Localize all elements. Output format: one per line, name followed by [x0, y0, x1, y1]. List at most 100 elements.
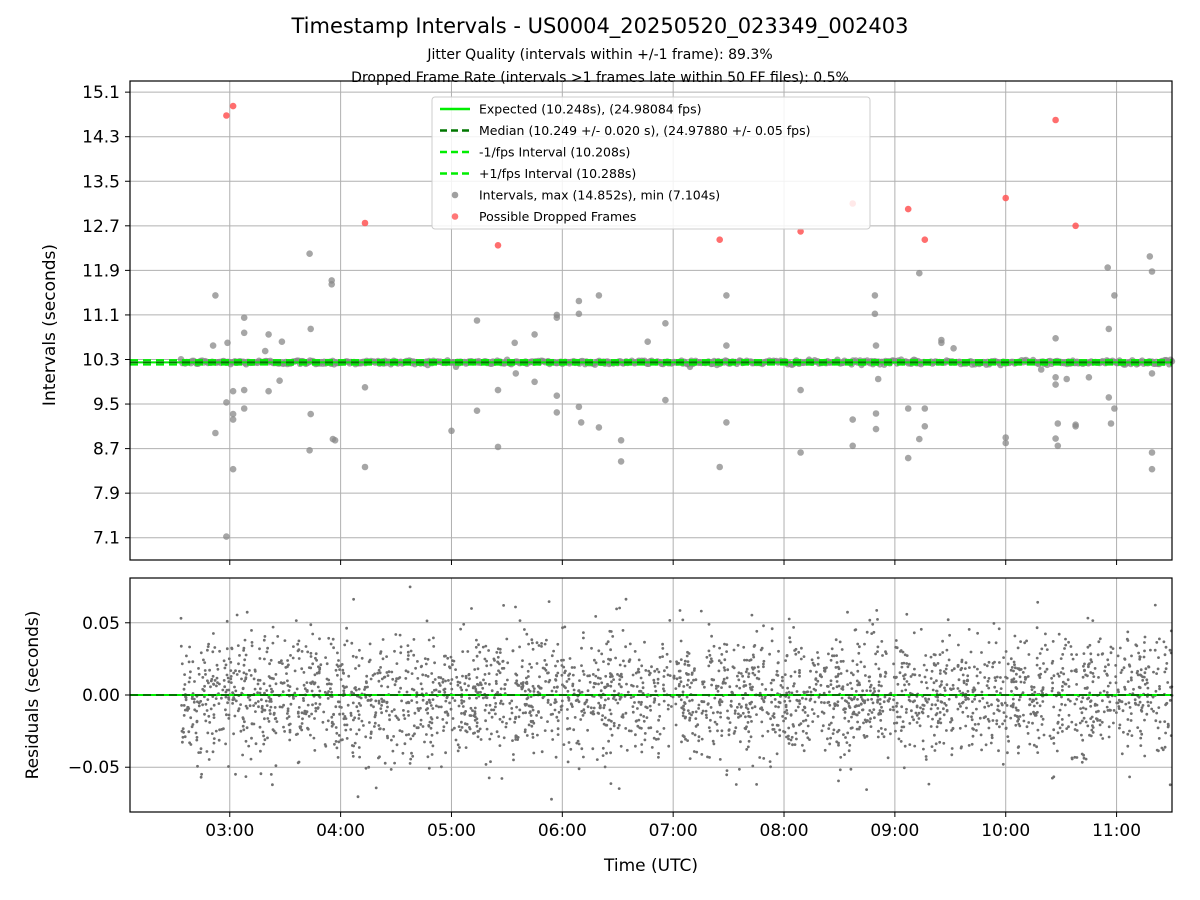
- residual-point: [306, 650, 310, 654]
- legend-intervals-label: Intervals, max (14.852s), min (7.104s): [479, 188, 720, 203]
- residual-point: [268, 662, 271, 666]
- residual-point: [1007, 739, 1010, 743]
- residual-point: [766, 729, 770, 733]
- residual-point: [1162, 640, 1166, 644]
- residual-point: [364, 695, 368, 699]
- residual-point: [910, 709, 913, 713]
- residual-point: [617, 787, 621, 790]
- interval-outlier-point: [224, 339, 231, 347]
- residual-point: [514, 717, 517, 720]
- residual-point: [731, 691, 734, 694]
- residual-point: [827, 652, 830, 656]
- residual-point: [708, 729, 712, 733]
- residual-point: [913, 673, 917, 677]
- residual-point: [580, 664, 583, 667]
- residual-point: [704, 709, 708, 713]
- residual-point: [997, 709, 1001, 713]
- residual-point: [1013, 714, 1017, 717]
- residual-point: [877, 667, 881, 671]
- residual-point: [254, 710, 257, 713]
- residual-point: [268, 712, 272, 716]
- residual-point: [208, 721, 212, 724]
- dropped-frame-point: [229, 102, 237, 110]
- residual-point: [353, 716, 357, 720]
- residual-point: [589, 711, 593, 715]
- residual-point: [439, 705, 443, 709]
- residual-point: [898, 671, 902, 675]
- interval-outlier-point: [512, 370, 520, 377]
- residual-point: [525, 676, 528, 680]
- residual-point: [631, 705, 635, 708]
- residual-point: [620, 675, 624, 679]
- residual-point: [762, 662, 765, 666]
- residual-point: [609, 648, 612, 652]
- residual-point: [352, 718, 355, 722]
- residual-point: [1107, 735, 1111, 739]
- residual-point: [1016, 715, 1020, 719]
- residual-point: [408, 585, 412, 589]
- residual-point: [966, 715, 970, 718]
- residual-point: [1118, 726, 1121, 730]
- residual-point: [835, 654, 838, 657]
- residual-point: [183, 683, 187, 686]
- residual-point: [207, 758, 211, 761]
- residual-point: [1067, 725, 1070, 729]
- residual-point: [828, 742, 832, 746]
- residual-point: [199, 651, 203, 655]
- residual-point: [485, 727, 489, 731]
- residual-point: [209, 679, 213, 683]
- residual-point: [238, 669, 241, 673]
- interval-outlier-point: [1146, 253, 1154, 260]
- residual-point: [842, 733, 845, 736]
- residual-point: [880, 705, 883, 709]
- residual-point: [561, 626, 564, 630]
- residual-point: [242, 649, 246, 652]
- residual-point: [514, 735, 518, 739]
- residual-point: [658, 714, 662, 718]
- residual-point: [523, 689, 527, 693]
- residual-point: [340, 663, 344, 666]
- residual-point: [709, 657, 713, 661]
- residual-point: [1036, 728, 1040, 732]
- residual-point: [718, 758, 722, 761]
- residual-point: [826, 684, 829, 688]
- residual-point: [338, 668, 341, 671]
- residual-point: [929, 655, 933, 659]
- residual-point: [1155, 672, 1158, 675]
- residual-point: [369, 730, 373, 734]
- residual-point: [211, 674, 215, 678]
- residual-point: [444, 699, 448, 703]
- residual-point: [980, 748, 983, 752]
- interval-outlier-point: [473, 317, 481, 324]
- residual-point: [463, 682, 467, 686]
- residual-point: [498, 651, 502, 654]
- residual-point: [898, 715, 902, 719]
- residual-point: [373, 672, 377, 676]
- residual-point: [559, 705, 563, 708]
- residual-point: [993, 660, 996, 664]
- residual-point: [1143, 649, 1146, 653]
- residual-point: [427, 766, 431, 770]
- residual-point: [1139, 729, 1142, 733]
- residual-point: [580, 646, 583, 650]
- residual-point: [181, 727, 185, 731]
- residual-point: [784, 717, 787, 720]
- residual-point: [997, 627, 1001, 631]
- interval-outlier-point: [904, 405, 912, 412]
- residual-point: [784, 703, 788, 707]
- residual-point: [634, 733, 637, 737]
- residual-point: [725, 676, 729, 680]
- residual-point: [1143, 671, 1147, 675]
- residual-point: [311, 632, 315, 636]
- residual-point: [1086, 724, 1090, 728]
- residual-point: [456, 683, 460, 687]
- residual-point: [959, 705, 962, 708]
- x-tick-label: 04:00: [316, 821, 365, 841]
- residual-point: [468, 677, 471, 681]
- residual-point: [733, 730, 737, 733]
- residual-point: [725, 769, 729, 772]
- residual-point: [648, 704, 652, 708]
- residual-point: [882, 700, 886, 704]
- residual-point: [543, 659, 547, 662]
- residual-point: [942, 670, 946, 673]
